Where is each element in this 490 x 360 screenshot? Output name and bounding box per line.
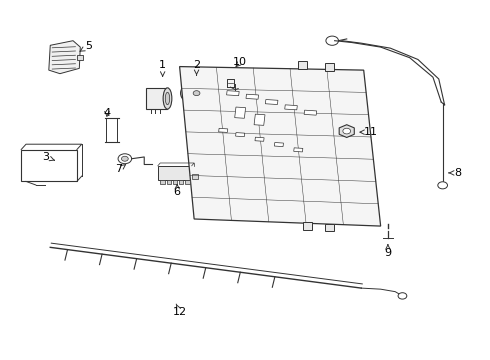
Polygon shape (303, 222, 312, 230)
Text: 3: 3 (42, 152, 54, 162)
Polygon shape (180, 67, 381, 226)
Polygon shape (235, 107, 245, 118)
Circle shape (193, 91, 200, 96)
Polygon shape (294, 148, 303, 152)
Bar (179, 180, 183, 184)
Ellipse shape (163, 88, 172, 109)
Polygon shape (254, 114, 265, 125)
Bar (158, 166, 192, 180)
Bar (167, 180, 171, 184)
Bar (192, 174, 197, 179)
Polygon shape (255, 137, 264, 141)
Text: 2: 2 (193, 60, 200, 75)
Polygon shape (219, 128, 228, 132)
Circle shape (326, 36, 339, 45)
Bar (77, 54, 83, 60)
Polygon shape (226, 91, 239, 96)
Polygon shape (325, 224, 334, 231)
Text: 12: 12 (172, 304, 187, 317)
Ellipse shape (165, 92, 170, 105)
Polygon shape (266, 99, 278, 104)
Text: 4: 4 (103, 108, 111, 118)
Bar (160, 180, 165, 184)
Polygon shape (304, 110, 317, 115)
Polygon shape (274, 143, 284, 147)
Text: 1: 1 (159, 60, 166, 76)
Text: 9: 9 (384, 244, 392, 258)
Bar (106, 118, 117, 142)
Circle shape (122, 156, 128, 161)
Text: 8: 8 (449, 168, 462, 178)
Polygon shape (236, 132, 245, 137)
Polygon shape (246, 94, 259, 99)
Text: 10: 10 (233, 57, 247, 67)
Bar (173, 180, 177, 184)
Polygon shape (325, 63, 334, 71)
Circle shape (118, 154, 132, 164)
Bar (185, 180, 190, 184)
Text: 6: 6 (173, 184, 181, 197)
Polygon shape (146, 88, 168, 109)
Text: 7: 7 (116, 165, 125, 174)
Circle shape (398, 293, 407, 299)
Bar (21, 149, 77, 181)
Text: 5: 5 (80, 41, 93, 51)
Polygon shape (339, 125, 354, 138)
Circle shape (343, 128, 351, 134)
Polygon shape (285, 105, 297, 110)
Polygon shape (298, 61, 307, 69)
Circle shape (438, 182, 447, 189)
Polygon shape (49, 41, 80, 74)
Text: 11: 11 (360, 127, 378, 137)
